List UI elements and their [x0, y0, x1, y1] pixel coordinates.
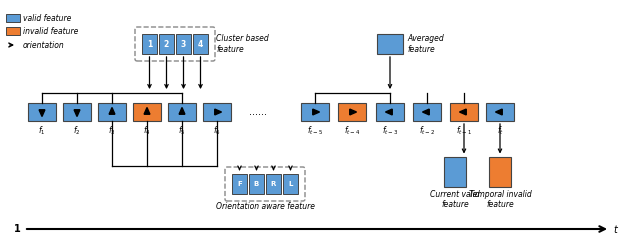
FancyBboxPatch shape: [28, 103, 56, 121]
FancyBboxPatch shape: [283, 174, 298, 194]
Polygon shape: [179, 108, 185, 114]
FancyBboxPatch shape: [301, 103, 329, 121]
Text: 1: 1: [14, 224, 20, 234]
Polygon shape: [144, 108, 150, 114]
Text: valid feature: valid feature: [23, 13, 72, 22]
Text: R: R: [271, 181, 276, 187]
FancyBboxPatch shape: [168, 103, 196, 121]
Text: 3: 3: [181, 40, 186, 49]
FancyBboxPatch shape: [6, 27, 20, 35]
Text: $f_1$: $f_1$: [38, 124, 46, 136]
FancyBboxPatch shape: [63, 103, 91, 121]
FancyBboxPatch shape: [98, 103, 126, 121]
Text: $f_6$: $f_6$: [213, 124, 221, 136]
FancyBboxPatch shape: [376, 103, 404, 121]
Text: ......: ......: [249, 107, 267, 117]
Text: $f_5$: $f_5$: [178, 124, 186, 136]
Text: Current valid
feature: Current valid feature: [430, 190, 480, 209]
Text: $f_{t-5}$: $f_{t-5}$: [307, 124, 323, 136]
Text: $f_4$: $f_4$: [143, 124, 151, 136]
FancyBboxPatch shape: [450, 103, 478, 121]
Text: L: L: [288, 181, 292, 187]
Text: $f_{t-4}$: $f_{t-4}$: [344, 124, 360, 136]
Text: B: B: [254, 181, 259, 187]
FancyBboxPatch shape: [159, 34, 174, 54]
FancyBboxPatch shape: [142, 34, 157, 54]
Polygon shape: [349, 109, 356, 115]
Polygon shape: [495, 109, 502, 115]
Text: orientation: orientation: [23, 41, 65, 50]
Polygon shape: [215, 109, 221, 115]
FancyBboxPatch shape: [413, 103, 441, 121]
FancyBboxPatch shape: [338, 103, 366, 121]
Text: $f_2$: $f_2$: [73, 124, 81, 136]
FancyBboxPatch shape: [444, 157, 466, 187]
Polygon shape: [313, 109, 319, 115]
FancyBboxPatch shape: [377, 34, 403, 54]
FancyBboxPatch shape: [232, 174, 247, 194]
Text: Temporal invalid
feature: Temporal invalid feature: [468, 190, 531, 209]
FancyBboxPatch shape: [203, 103, 231, 121]
Text: $f_{t-2}$: $f_{t-2}$: [419, 124, 435, 136]
FancyBboxPatch shape: [266, 174, 281, 194]
FancyBboxPatch shape: [176, 34, 191, 54]
Polygon shape: [109, 108, 115, 114]
Polygon shape: [460, 109, 467, 115]
Text: 4: 4: [198, 40, 203, 49]
Polygon shape: [385, 109, 392, 115]
FancyBboxPatch shape: [6, 14, 20, 22]
FancyBboxPatch shape: [133, 103, 161, 121]
Text: F: F: [237, 181, 242, 187]
Text: Averaged
feature: Averaged feature: [407, 34, 444, 54]
Text: Orientation aware feature: Orientation aware feature: [216, 202, 314, 211]
Text: $t$: $t$: [613, 223, 619, 235]
Text: $f_{t-1}$: $f_{t-1}$: [456, 124, 472, 136]
Text: $f_t$: $f_t$: [497, 124, 504, 136]
Text: invalid feature: invalid feature: [23, 26, 78, 36]
FancyBboxPatch shape: [193, 34, 208, 54]
Text: $f_3$: $f_3$: [108, 124, 116, 136]
FancyBboxPatch shape: [486, 103, 514, 121]
Text: $f_{t-3}$: $f_{t-3}$: [382, 124, 398, 136]
Text: Cluster based
feature: Cluster based feature: [216, 34, 269, 54]
Polygon shape: [74, 110, 80, 117]
Polygon shape: [422, 109, 429, 115]
Polygon shape: [39, 110, 45, 117]
FancyBboxPatch shape: [489, 157, 511, 187]
Text: 2: 2: [164, 40, 169, 49]
FancyBboxPatch shape: [249, 174, 264, 194]
Text: 1: 1: [147, 40, 152, 49]
